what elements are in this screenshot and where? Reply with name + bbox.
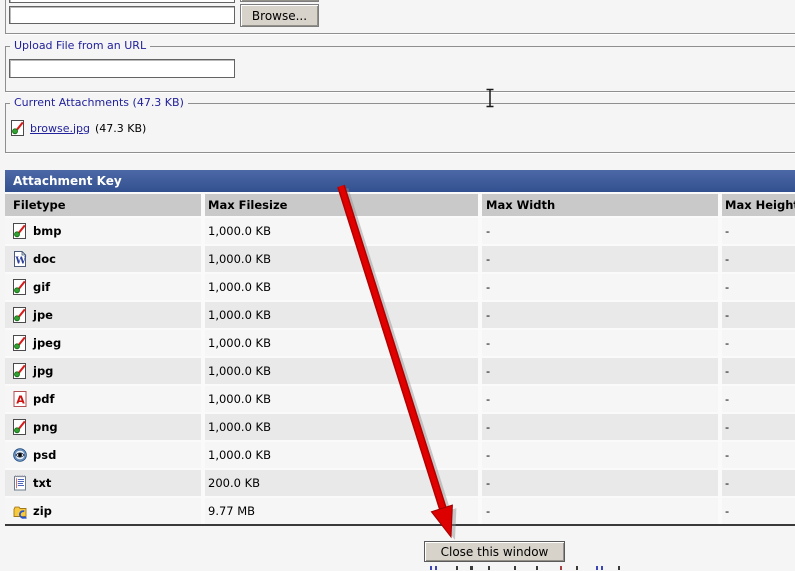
max-height-value: - xyxy=(722,442,795,468)
filetype-label: jpeg xyxy=(33,336,62,350)
max-width-value: - xyxy=(482,274,718,300)
max-height-value: - xyxy=(722,330,795,356)
max-height-value: - xyxy=(722,470,795,496)
image-file-icon xyxy=(13,363,27,379)
max-height-value: - xyxy=(722,386,795,412)
max-width-value: - xyxy=(482,470,718,496)
text-cursor-pointer xyxy=(484,88,496,108)
max-filesize-value: 200.0 KB xyxy=(205,470,478,496)
image-file-icon xyxy=(13,279,27,295)
upload-url-legend: Upload File from an URL xyxy=(10,40,151,52)
max-filesize-value: 1,000.0 KB xyxy=(205,330,478,356)
upload-url-fieldset xyxy=(5,46,795,92)
doc-file-icon: W xyxy=(13,250,27,267)
filetype-label: gif xyxy=(33,280,51,294)
max-width-value: - xyxy=(482,302,718,328)
attachment-key-header-row: Filetype Max Filesize Max Width Max Heig… xyxy=(5,194,795,216)
psd-file-icon xyxy=(13,447,27,463)
max-filesize-value: 1,000.0 KB xyxy=(205,386,478,412)
filetype-label: jpe xyxy=(33,308,53,322)
column-header-filetype: Filetype xyxy=(5,194,201,216)
clipped-text-fragments xyxy=(418,566,638,571)
max-width-value: - xyxy=(482,386,718,412)
txt-file-icon xyxy=(13,475,27,491)
table-row: jpg 1,000.0 KB - - xyxy=(5,358,795,384)
max-width-value: - xyxy=(482,414,718,440)
max-filesize-value: 1,000.0 KB xyxy=(205,246,478,272)
attachment-file-size: (47.3 KB) xyxy=(95,121,147,135)
max-height-value: - xyxy=(722,358,795,384)
max-height-value: - xyxy=(722,246,795,272)
table-row: zip 9.77 MB - - xyxy=(5,498,795,524)
max-filesize-value: 1,000.0 KB xyxy=(205,358,478,384)
filetype-label: txt xyxy=(33,476,52,490)
filetype-label: zip xyxy=(33,504,52,518)
table-row: jpeg 1,000.0 KB - - xyxy=(5,330,795,356)
filetype-label: jpg xyxy=(33,364,54,378)
filetype-label: bmp xyxy=(33,224,62,238)
filetype-label: doc xyxy=(33,252,56,266)
filetype-label: psd xyxy=(33,448,57,462)
browse-button[interactable]: Browse... xyxy=(240,4,319,27)
file-upload-input-partial[interactable] xyxy=(9,0,235,3)
current-attachment-item: browse.jpg (47.3 KB) xyxy=(11,120,146,136)
max-width-value: - xyxy=(482,498,718,524)
image-file-icon xyxy=(11,120,25,136)
table-row: psd 1,000.0 KB - - xyxy=(5,442,795,468)
browse-button-partial[interactable] xyxy=(240,0,319,2)
max-height-value: - xyxy=(722,218,795,244)
image-file-icon xyxy=(13,223,27,239)
max-filesize-value: 9.77 MB xyxy=(205,498,478,524)
max-filesize-value: 1,000.0 KB xyxy=(205,218,478,244)
file-upload-input[interactable] xyxy=(9,6,235,24)
column-header-max-filesize: Max Filesize xyxy=(205,194,478,216)
max-filesize-value: 1,000.0 KB xyxy=(205,442,478,468)
image-file-icon xyxy=(13,419,27,435)
attachment-key-title-bar: Attachment Key xyxy=(5,170,795,192)
table-row: bmp 1,000.0 KB - - xyxy=(5,218,795,244)
table-row: txt 200.0 KB - - xyxy=(5,470,795,496)
pdf-file-icon: A xyxy=(13,391,27,407)
max-width-value: - xyxy=(482,218,718,244)
max-height-value: - xyxy=(722,274,795,300)
current-attachments-legend: Current Attachments (47.3 KB) xyxy=(10,97,188,109)
max-width-value: - xyxy=(482,330,718,356)
max-filesize-value: 1,000.0 KB xyxy=(205,302,478,328)
filetype-label: pdf xyxy=(33,392,55,406)
attachment-key-table: Attachment Key Filetype Max Filesize Max… xyxy=(5,170,795,526)
max-width-value: - xyxy=(482,358,718,384)
table-row: png 1,000.0 KB - - xyxy=(5,414,795,440)
table-row: jpe 1,000.0 KB - - xyxy=(5,302,795,328)
attachment-file-link[interactable]: browse.jpg xyxy=(30,121,91,135)
url-upload-input[interactable] xyxy=(9,59,235,78)
upload-computer-fieldset xyxy=(5,0,795,34)
zip-file-icon xyxy=(13,503,27,519)
column-header-max-width: Max Width xyxy=(482,194,718,216)
close-window-button[interactable]: Close this window xyxy=(424,541,565,562)
max-height-value: - xyxy=(722,414,795,440)
max-width-value: - xyxy=(482,246,718,272)
column-header-max-height: Max Height xyxy=(722,194,795,216)
max-height-value: - xyxy=(722,302,795,328)
max-height-value: - xyxy=(722,498,795,524)
table-row: gif 1,000.0 KB - - xyxy=(5,274,795,300)
current-attachments-fieldset xyxy=(5,103,795,153)
svg-text:A: A xyxy=(16,393,25,406)
image-file-icon xyxy=(13,307,27,323)
image-file-icon xyxy=(13,335,27,351)
svg-text:W: W xyxy=(14,256,26,267)
max-width-value: - xyxy=(482,442,718,468)
filetype-label: png xyxy=(33,420,58,434)
max-filesize-value: 1,000.0 KB xyxy=(205,274,478,300)
max-filesize-value: 1,000.0 KB xyxy=(205,414,478,440)
